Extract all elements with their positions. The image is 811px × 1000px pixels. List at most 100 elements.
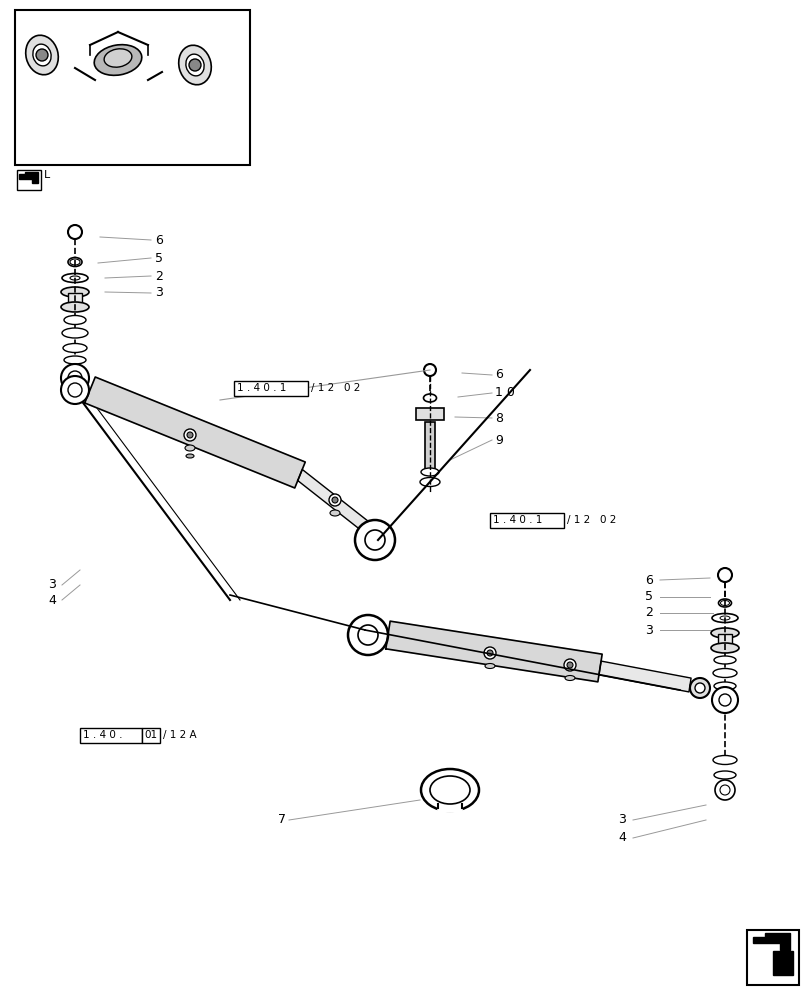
Ellipse shape (186, 54, 204, 76)
Circle shape (365, 530, 384, 550)
Circle shape (61, 376, 89, 404)
Ellipse shape (70, 276, 80, 280)
Ellipse shape (64, 316, 86, 324)
Circle shape (348, 615, 388, 655)
Text: 5: 5 (644, 590, 652, 603)
Polygon shape (772, 951, 792, 975)
Circle shape (719, 785, 729, 795)
Text: / 1 2   0 2: / 1 2 0 2 (311, 383, 360, 393)
Circle shape (566, 662, 573, 668)
Ellipse shape (64, 356, 86, 364)
Ellipse shape (68, 257, 82, 266)
Circle shape (718, 694, 730, 706)
Text: 5: 5 (155, 251, 163, 264)
Text: 6: 6 (644, 574, 652, 586)
Polygon shape (752, 933, 789, 950)
Text: 9: 9 (495, 434, 502, 446)
Bar (717, 634, 731, 649)
Ellipse shape (63, 344, 87, 353)
Text: 2: 2 (644, 606, 652, 619)
Circle shape (358, 625, 378, 645)
Circle shape (61, 364, 89, 392)
Ellipse shape (420, 769, 478, 811)
Text: 2: 2 (155, 269, 163, 282)
Ellipse shape (430, 776, 470, 804)
Text: 1 . 4 0 . 1: 1 . 4 0 . 1 (492, 515, 542, 525)
Bar (142, 727, 160, 742)
Ellipse shape (710, 628, 738, 638)
Ellipse shape (186, 454, 194, 458)
Text: 3: 3 (644, 624, 652, 636)
Bar (415, 408, 444, 420)
Ellipse shape (719, 616, 729, 620)
Circle shape (332, 497, 337, 503)
Ellipse shape (712, 668, 736, 678)
Text: 1 0: 1 0 (495, 386, 514, 399)
Circle shape (689, 678, 709, 698)
Polygon shape (84, 377, 305, 488)
Circle shape (423, 364, 436, 376)
Ellipse shape (62, 273, 88, 282)
Ellipse shape (484, 664, 495, 668)
Circle shape (694, 683, 704, 693)
Text: 3: 3 (617, 813, 625, 826)
Polygon shape (599, 661, 690, 692)
Ellipse shape (713, 682, 735, 690)
Bar (80, 727, 142, 742)
Circle shape (483, 647, 496, 659)
Ellipse shape (712, 756, 736, 764)
Ellipse shape (26, 35, 58, 75)
Circle shape (68, 225, 82, 239)
Bar (68, 293, 82, 307)
Circle shape (189, 59, 201, 71)
Polygon shape (92, 46, 145, 56)
Circle shape (184, 429, 195, 441)
Text: 3: 3 (155, 286, 163, 300)
Ellipse shape (719, 600, 728, 605)
Ellipse shape (62, 328, 88, 338)
Text: 6: 6 (155, 233, 163, 246)
Ellipse shape (185, 445, 195, 451)
Ellipse shape (710, 643, 738, 653)
Polygon shape (385, 621, 602, 682)
Ellipse shape (711, 613, 737, 622)
Text: / 1 2   0 2: / 1 2 0 2 (567, 515, 616, 525)
Ellipse shape (329, 510, 340, 516)
Polygon shape (298, 469, 371, 536)
Text: 1 . 4 0 .: 1 . 4 0 . (83, 730, 122, 740)
Polygon shape (19, 172, 38, 183)
Text: 01: 01 (144, 730, 157, 740)
Text: 7: 7 (277, 813, 285, 826)
Circle shape (36, 49, 48, 61)
Circle shape (711, 687, 737, 713)
Ellipse shape (713, 656, 735, 664)
Ellipse shape (70, 259, 80, 265)
Circle shape (68, 383, 82, 397)
Text: 4: 4 (48, 593, 56, 606)
Bar (17, 170, 41, 190)
Ellipse shape (178, 45, 211, 85)
Circle shape (487, 650, 492, 656)
Ellipse shape (61, 302, 89, 312)
Ellipse shape (32, 44, 51, 66)
Ellipse shape (564, 676, 574, 680)
Ellipse shape (104, 49, 131, 67)
Ellipse shape (718, 599, 731, 607)
Circle shape (187, 432, 193, 438)
Text: 1 . 4 0 . 1: 1 . 4 0 . 1 (237, 383, 286, 393)
Text: 4: 4 (617, 831, 625, 844)
Text: / 1 2 A: / 1 2 A (163, 730, 196, 740)
Bar (489, 512, 564, 528)
Circle shape (564, 659, 575, 671)
Text: 8: 8 (495, 412, 502, 424)
Ellipse shape (61, 287, 89, 297)
Ellipse shape (419, 478, 440, 487)
Circle shape (354, 520, 394, 560)
Bar (15, 10, 250, 165)
Ellipse shape (420, 468, 439, 476)
Text: L: L (44, 170, 50, 180)
Ellipse shape (713, 771, 735, 779)
Text: 6: 6 (495, 368, 502, 381)
Bar (234, 380, 308, 395)
Circle shape (714, 780, 734, 800)
